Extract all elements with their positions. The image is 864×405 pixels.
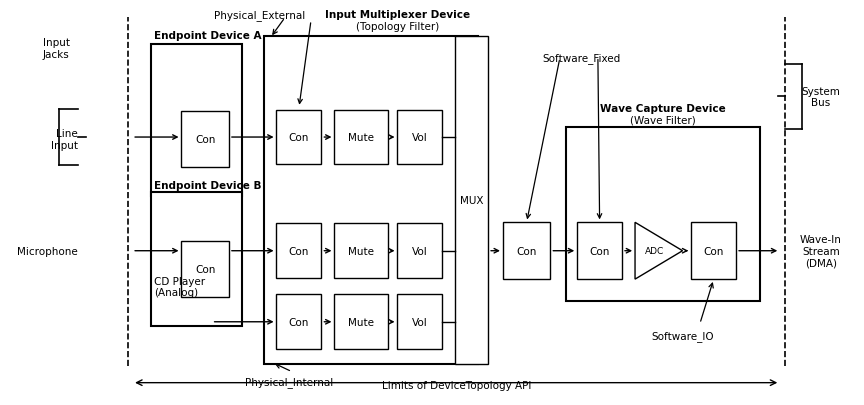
Text: Con: Con bbox=[195, 264, 215, 274]
Polygon shape bbox=[635, 223, 683, 279]
Bar bbox=[151, 45, 242, 196]
Bar bbox=[276, 224, 321, 279]
Text: Mute: Mute bbox=[348, 246, 374, 256]
Text: Con: Con bbox=[703, 246, 724, 256]
Text: Vol: Vol bbox=[412, 133, 428, 143]
Text: Con: Con bbox=[289, 246, 309, 256]
Text: Endpoint Device B: Endpoint Device B bbox=[154, 180, 261, 190]
Text: Con: Con bbox=[289, 317, 309, 327]
Text: Line
Input: Line Input bbox=[51, 129, 78, 151]
Text: CD Player
(Analog): CD Player (Analog) bbox=[154, 276, 205, 298]
Bar bbox=[566, 128, 760, 302]
Text: Wave Capture Device: Wave Capture Device bbox=[600, 103, 726, 113]
Text: Software_IO: Software_IO bbox=[651, 330, 714, 341]
Text: Limits of DeviceTopology API: Limits of DeviceTopology API bbox=[382, 380, 530, 390]
Text: (Topology Filter): (Topology Filter) bbox=[356, 22, 439, 32]
Text: Endpoint Device A: Endpoint Device A bbox=[154, 30, 261, 40]
Text: Wave-In
Stream
(DMA): Wave-In Stream (DMA) bbox=[800, 234, 842, 268]
Bar bbox=[276, 295, 321, 349]
Bar bbox=[397, 224, 442, 279]
Text: ADC: ADC bbox=[645, 247, 664, 256]
Bar bbox=[151, 192, 242, 326]
Text: System
Bus: System Bus bbox=[802, 86, 840, 108]
Text: MUX: MUX bbox=[460, 196, 484, 205]
Text: Mute: Mute bbox=[348, 133, 374, 143]
Text: Con: Con bbox=[195, 135, 215, 145]
Bar bbox=[334, 224, 388, 279]
Bar bbox=[181, 111, 229, 168]
Bar bbox=[276, 110, 321, 165]
Text: Physical_Internal: Physical_Internal bbox=[245, 377, 334, 388]
Text: Vol: Vol bbox=[412, 317, 428, 327]
Text: Con: Con bbox=[517, 246, 537, 256]
Bar bbox=[264, 36, 478, 364]
Text: Physical_External: Physical_External bbox=[213, 10, 305, 21]
Text: Software_Fixed: Software_Fixed bbox=[543, 53, 621, 64]
Text: Con: Con bbox=[589, 246, 610, 256]
Bar bbox=[455, 36, 488, 364]
Text: Vol: Vol bbox=[412, 246, 428, 256]
Text: Mute: Mute bbox=[348, 317, 374, 327]
Bar bbox=[181, 241, 229, 298]
Text: Input
Jacks: Input Jacks bbox=[42, 38, 70, 60]
Bar bbox=[334, 110, 388, 165]
Text: Con: Con bbox=[289, 133, 309, 143]
Bar bbox=[503, 223, 550, 279]
Bar bbox=[397, 295, 442, 349]
Bar bbox=[334, 295, 388, 349]
Bar bbox=[577, 223, 622, 279]
Text: Input Multiplexer Device: Input Multiplexer Device bbox=[325, 10, 470, 20]
Text: Microphone: Microphone bbox=[17, 246, 78, 256]
Text: (Wave Filter): (Wave Filter) bbox=[630, 115, 696, 126]
Bar bbox=[691, 223, 736, 279]
Bar bbox=[397, 110, 442, 165]
